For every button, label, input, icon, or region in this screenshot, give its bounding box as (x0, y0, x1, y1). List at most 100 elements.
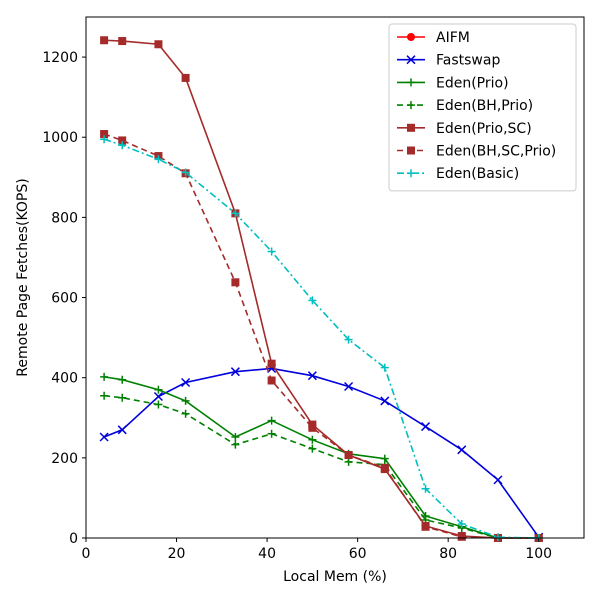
legend-box (388, 23, 577, 192)
y-tick-label: 1000 (42, 130, 78, 146)
data-point (267, 416, 276, 425)
data-point (231, 209, 240, 218)
data-point (100, 36, 109, 45)
legend-entry-5: Eden(BH,SC,Prio) (397, 144, 556, 160)
data-point (117, 425, 127, 435)
data-point (230, 367, 240, 377)
legend-marker (407, 33, 415, 41)
data-point (181, 168, 190, 177)
legend: AIFM Fastswap Eden(Prio) Eden(BH,Prio) Eden(… (388, 23, 577, 192)
y-tick-label: 600 (51, 291, 78, 307)
data-point (457, 445, 467, 455)
data-point (100, 372, 109, 381)
y-tick-label: 800 (51, 210, 78, 226)
y-tick-label: 0 (69, 531, 78, 547)
x-tick-label: 100 (525, 546, 552, 562)
data-point (421, 522, 430, 531)
legend-marker (406, 55, 416, 65)
series-3 (100, 391, 543, 542)
data-point (457, 519, 466, 528)
data-point (181, 409, 190, 418)
legend-entry-4: Eden(Prio,SC) (397, 121, 532, 137)
data-point (118, 393, 127, 402)
data-point (153, 391, 163, 402)
data-point (118, 37, 127, 46)
data-point (181, 73, 190, 82)
legend-label: Eden(Prio) (436, 75, 509, 91)
x-tick-label: 40 (258, 546, 276, 562)
x-tick-label: 80 (439, 546, 457, 562)
data-point (267, 247, 276, 256)
data-point (231, 433, 240, 442)
data-point (308, 423, 317, 432)
data-point (267, 429, 276, 438)
series-2 (100, 372, 543, 542)
data-point (100, 130, 109, 139)
x-tick-label: 0 (82, 546, 91, 562)
data-point (154, 40, 163, 49)
data-point (267, 359, 276, 368)
series-5 (100, 130, 543, 542)
data-point (181, 377, 191, 388)
y-tick-label: 1200 (42, 50, 78, 66)
data-point (344, 451, 353, 460)
series-line-5 (103, 133, 539, 539)
plot-frame (85, 16, 585, 539)
series-line-2 (103, 376, 539, 539)
series-6 (100, 135, 543, 542)
legend-label: Fastswap (436, 53, 500, 69)
data-point (100, 391, 109, 400)
legend-label: Eden(Basic) (436, 166, 519, 182)
legend-entry-1: Fastswap (397, 53, 500, 69)
data-point (493, 475, 503, 485)
data-point (154, 400, 163, 409)
data-point (380, 363, 389, 372)
data-point (307, 371, 317, 381)
legend-marker (407, 123, 415, 132)
data-point (181, 396, 190, 405)
legend-marker (407, 169, 415, 178)
data-point (154, 155, 163, 164)
series-line-3 (104, 394, 539, 539)
data-point (344, 335, 353, 344)
series-line-6 (103, 138, 539, 539)
legend-label: Eden(BH,Prio) (436, 98, 533, 114)
data-point (308, 444, 317, 453)
legend-marker (407, 146, 415, 155)
data-point (231, 440, 240, 449)
y-tick-label: 200 (51, 451, 78, 467)
data-point (421, 422, 431, 432)
data-point (457, 532, 466, 541)
x-tick-label: 20 (168, 546, 186, 562)
data-point (308, 435, 317, 444)
data-point (380, 396, 390, 406)
data-point (154, 385, 163, 394)
data-point (100, 135, 109, 144)
data-point (344, 381, 354, 392)
series-1 (99, 363, 544, 542)
legend-label: Eden(BH,SC,Prio) (436, 144, 556, 160)
data-point (99, 432, 109, 442)
legend-marker (407, 101, 415, 110)
data-point (118, 375, 127, 384)
y-axis-label: Remote Page Fetches(KOPS) (15, 178, 31, 376)
legend-marker (407, 78, 415, 87)
legend-label: AIFM (436, 30, 470, 46)
legend-entry-6: Eden(Basic) (397, 166, 519, 182)
data-point (380, 463, 389, 472)
data-point (421, 484, 430, 493)
data-point (231, 278, 240, 287)
data-point (308, 296, 317, 305)
y-tick-label: 400 (51, 371, 78, 387)
data-point (267, 376, 276, 385)
data-point (118, 141, 127, 150)
legend-entry-2: Eden(Prio) (397, 75, 509, 91)
x-tick-label: 60 (349, 546, 367, 562)
plot-marks (99, 36, 544, 542)
legend-label: Eden(Prio,SC) (436, 121, 532, 137)
x-axis-label: Local Mem (%) (283, 569, 387, 585)
legend-entry-0: AIFM (397, 30, 470, 46)
legend-entry-3: Eden(BH,Prio) (397, 98, 533, 114)
